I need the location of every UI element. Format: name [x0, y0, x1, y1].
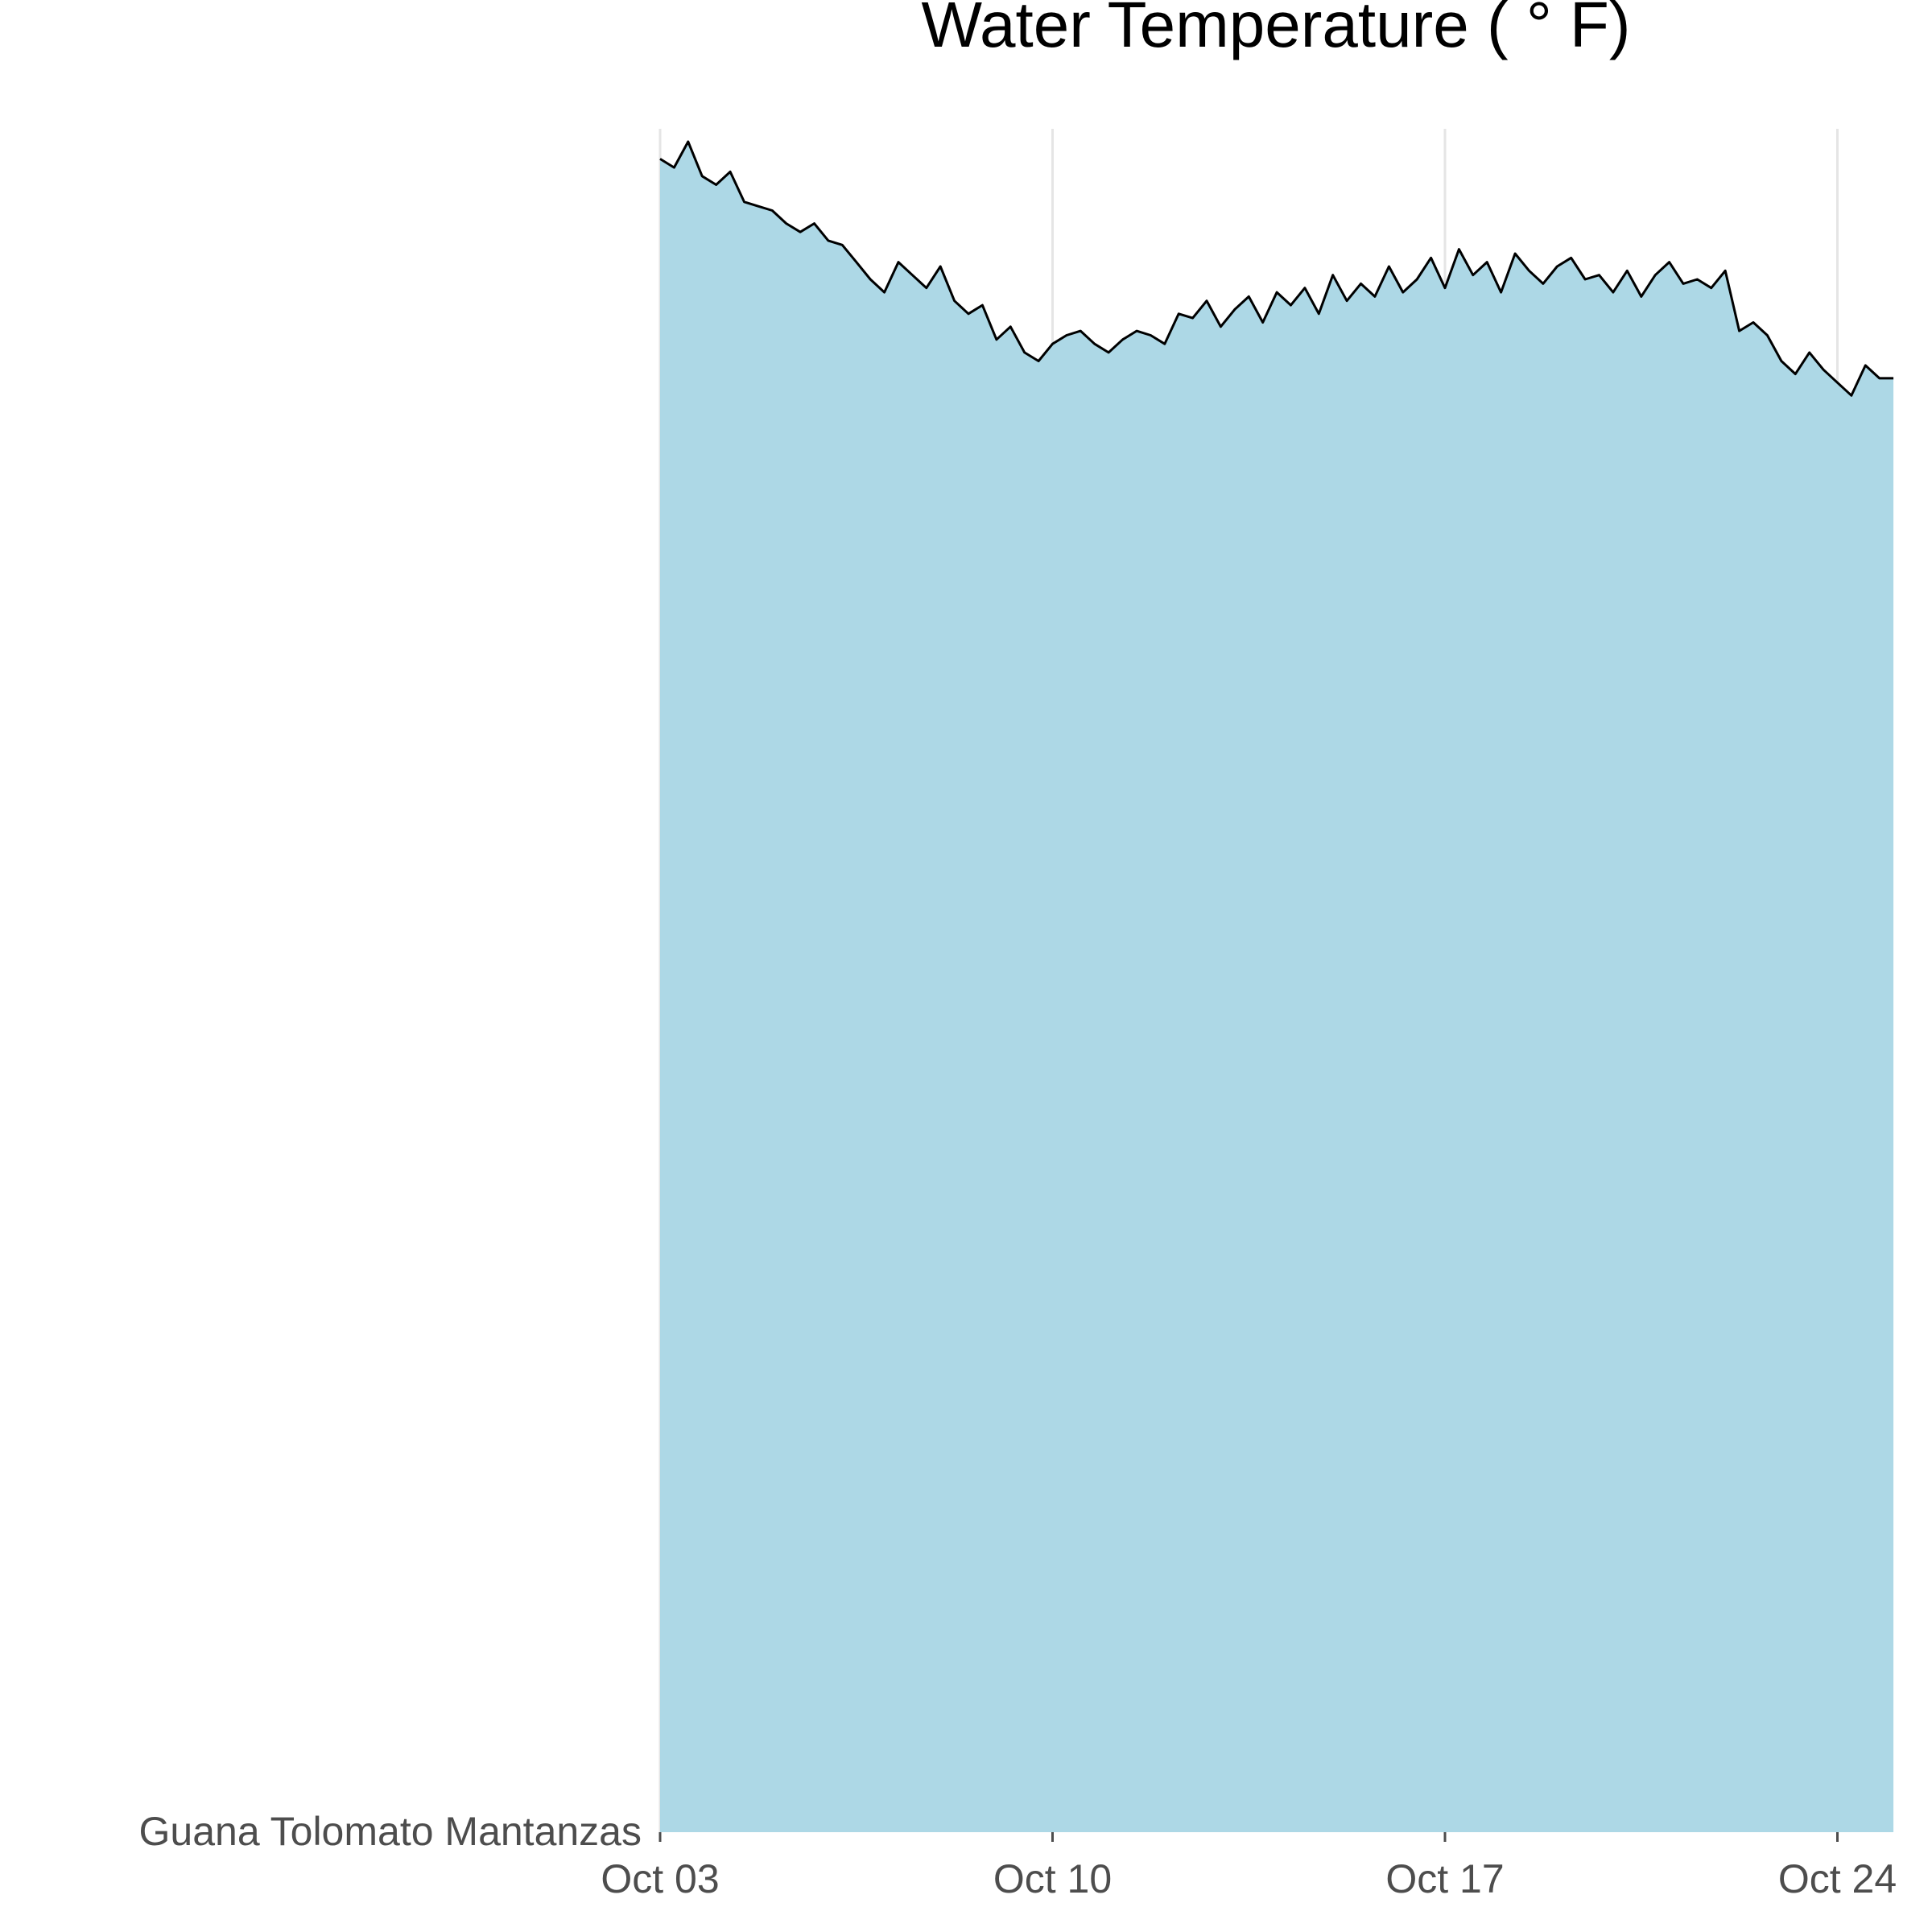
x-tick-label: Oct 17	[1385, 1856, 1504, 1901]
temperature-area-fill	[660, 142, 1894, 1832]
x-tick-label: Oct 03	[601, 1856, 719, 1901]
x-tick-label: Oct 10	[993, 1856, 1112, 1901]
x-axis-ticks: Oct 03 Oct 10 Oct 17 Oct 24	[601, 1832, 1897, 1901]
chart-title: Water Temperature ( ° F)	[921, 0, 1630, 60]
temperature-series-line	[659, 140, 1894, 397]
y-category-label: Guana Tolomato Mantanzas	[139, 1809, 642, 1854]
x-tick-label: Oct 24	[1778, 1856, 1897, 1901]
